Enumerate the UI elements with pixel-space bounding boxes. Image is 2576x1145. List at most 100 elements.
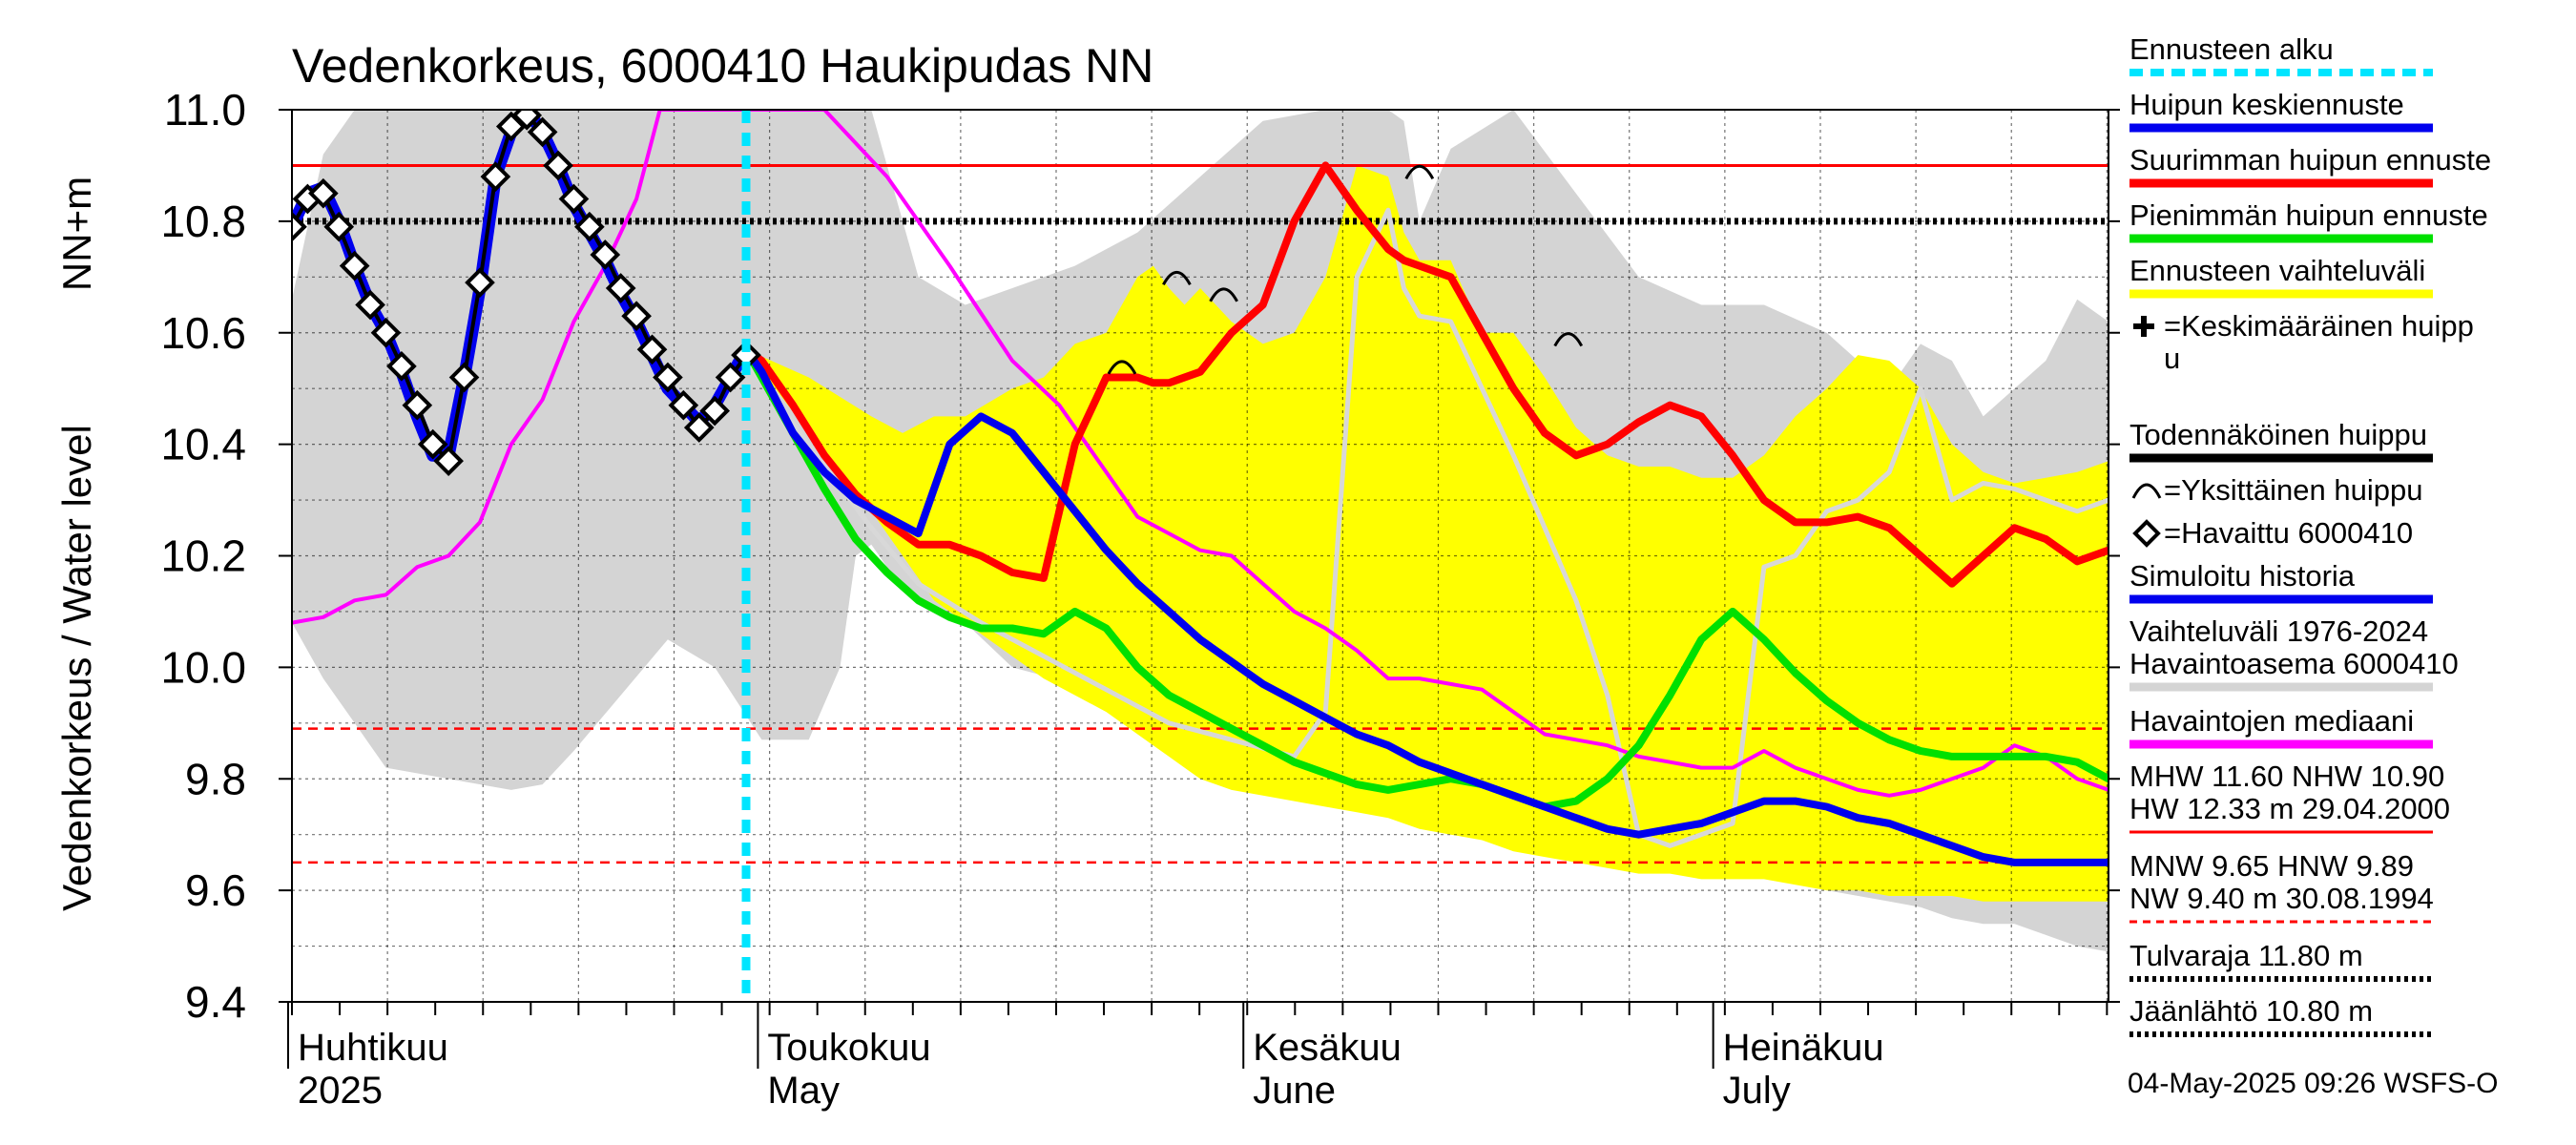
observed-point	[715, 362, 746, 393]
month-label-en: May	[767, 1070, 840, 1112]
observed-point	[307, 177, 339, 209]
legend-label: MHW 11.60 NHW 10.90	[2129, 760, 2444, 793]
y-tick-label: 9.8	[185, 754, 246, 803]
legend-label: Pienimmän huipun ennuste	[2129, 198, 2488, 232]
legend-label-line2: NW 9.40 m 30.08.1994	[2129, 882, 2434, 915]
observed-point	[590, 239, 621, 270]
legend-label: =Keskimääräinen huipp	[2164, 309, 2474, 343]
legend-label: Jäänlähtö 10.80 m	[2129, 994, 2373, 1028]
legend-label: =Havaittu 6000410	[2164, 516, 2413, 550]
observed-point	[292, 211, 307, 242]
legend-entry: Havaintojen mediaani	[2129, 704, 2433, 749]
observed-point	[448, 362, 480, 393]
legend-entry: Ennusteen alku	[2129, 32, 2433, 76]
legend-label: =Yksittäinen huippu	[2164, 473, 2422, 507]
plot-area	[292, 110, 2109, 1002]
observed-point	[370, 317, 402, 348]
chart-title: Vedenkorkeus, 6000410 Haukipudas NN	[292, 39, 1153, 93]
observed-point	[621, 301, 652, 332]
legend-entry: =Keskimääräinen huippu	[2133, 309, 2474, 375]
legend-label: Tulvaraja 11.80 m	[2129, 939, 2363, 972]
series-line	[742, 345, 2109, 866]
observed-point	[605, 273, 636, 303]
legend-entry: =Yksittäinen huippu	[2131, 473, 2422, 507]
series-line	[743, 207, 2109, 848]
forecast-range-band	[746, 165, 2109, 902]
legend-entry: Pienimmän huipun ennuste	[2129, 198, 2488, 243]
legend-entry: Simuloitu historia	[2129, 559, 2433, 604]
single-peak-marker	[1404, 164, 1435, 180]
observed-point	[386, 350, 417, 382]
observed-point	[527, 116, 558, 148]
observed-point	[323, 211, 355, 242]
observed-point	[558, 183, 590, 215]
legend-label: Huipun keskiennuste	[2129, 88, 2404, 121]
y-tick-label: 9.6	[185, 865, 246, 915]
legend-label-line2: HW 12.33 m 29.04.2000	[2129, 792, 2450, 825]
observed-point	[511, 110, 543, 131]
legend-swatch-arc	[2131, 483, 2162, 499]
month-label-en: 2025	[298, 1070, 383, 1112]
legend-entry: Ennusteen vaihteluväli	[2129, 254, 2433, 299]
y-tick-label: 9.4	[185, 977, 246, 1027]
series-line	[292, 110, 2109, 798]
observed-point	[574, 211, 605, 242]
legend-entry: Jäänlähtö 10.80 m	[2129, 994, 2433, 1037]
observed-point	[699, 395, 731, 427]
legend-entry: Tulvaraja 11.80 m	[2129, 939, 2433, 982]
month-label-fi: Heinäkuu	[1723, 1027, 1884, 1069]
observed-point	[683, 412, 715, 443]
legend-entry: Vaihteluväli 1976-2024 Havaintoasema 600…	[2129, 614, 2459, 692]
observed-point	[417, 428, 448, 460]
observed-point	[636, 334, 668, 365]
y-tick-label: 10.2	[160, 531, 246, 581]
legend-label-line2: u	[2164, 342, 2180, 375]
legend-label-line2: Havaintoasema 6000410	[2129, 647, 2459, 680]
observed-point	[402, 389, 433, 421]
y-tick-label: 11.0	[164, 85, 246, 135]
axes: 9.4 9.6 9.8 10.0 10.2 10.4 10.6 10.8 11.0 Vedenko…	[54, 85, 2120, 1112]
observed-point	[480, 161, 511, 192]
y-tick-label: 10.0	[160, 642, 246, 692]
y-tick-label: 10.6	[160, 308, 246, 358]
observed-point	[465, 267, 495, 298]
y-tick-label: 10.4	[160, 420, 246, 469]
observed-point	[355, 289, 385, 321]
legend-label: Havaintojen mediaani	[2129, 704, 2414, 738]
month-label-en: July	[1723, 1070, 1791, 1112]
legend-label: Simuloitu historia	[2129, 559, 2356, 593]
legend-label: Suurimman huipun ennuste	[2129, 143, 2491, 177]
series-line	[742, 345, 2109, 811]
single-peak-marker	[1209, 287, 1238, 302]
single-peak-marker	[1162, 270, 1192, 286]
legend: Ennusteen alku Huipun keskiennuste Suurimm…	[2129, 32, 2491, 1037]
month-label-fi: Toukokuu	[767, 1027, 930, 1069]
month-label-fi: Huhtikuu	[298, 1027, 448, 1069]
legend-label: Ennusteen alku	[2129, 32, 2334, 66]
observed-point	[653, 362, 683, 393]
legend-entry: Huipun keskiennuste	[2129, 88, 2433, 133]
legend-entry: Suurimman huipun ennuste	[2129, 143, 2491, 188]
month-label-fi: Kesäkuu	[1253, 1027, 1402, 1069]
y-tick-label: 10.8	[160, 197, 246, 246]
month-label-en: June	[1253, 1070, 1336, 1112]
observed-point	[668, 389, 699, 421]
legend-label: MNW 9.65 HNW 9.89	[2129, 849, 2414, 883]
legend-swatch-diamond	[2132, 519, 2161, 548]
single-peak-marker	[1107, 360, 1137, 375]
y-axis-unit: NN+m	[54, 177, 99, 291]
observed-point	[433, 446, 464, 476]
y-axis-label: Vedenkorkeus / Water level	[54, 425, 99, 911]
observed-point	[339, 250, 370, 281]
single-peak-marker	[1553, 332, 1584, 347]
legend-label: Ennusteen vaihteluväli	[2129, 254, 2425, 287]
timestamp-footer: 04-May-2025 09:26 WSFS-O	[2128, 1068, 2499, 1099]
observed-point	[543, 150, 573, 181]
legend-entry: Todennäköinen huippu	[2129, 418, 2433, 463]
legend-label: Vaihteluväli 1976-2024	[2129, 614, 2428, 648]
legend-label: Todennäköinen huippu	[2129, 418, 2427, 451]
legend-entry: =Havaittu 6000410	[2132, 516, 2413, 550]
